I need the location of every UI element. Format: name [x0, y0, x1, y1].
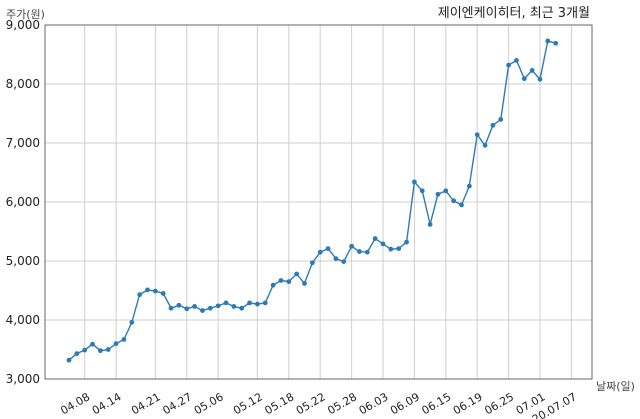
- y-tick-label: 4,000: [6, 313, 40, 327]
- data-point: [506, 62, 511, 68]
- x-tick-label: 04.27: [160, 390, 194, 417]
- price-points: [66, 38, 559, 363]
- data-point: [474, 132, 480, 138]
- x-tick-label: 05.18: [263, 390, 297, 417]
- chart-title: 제이엔케이히터, 최근 3개월: [438, 6, 590, 21]
- data-point: [66, 357, 72, 363]
- data-point: [529, 68, 535, 73]
- data-point: [309, 260, 315, 266]
- data-point: [459, 202, 464, 208]
- x-tick-label: 04.14: [90, 390, 124, 417]
- x-tick-label: 05.06: [192, 390, 226, 417]
- x-tick-label: 04.21: [129, 390, 163, 417]
- y-tick-label: 6,000: [6, 195, 40, 209]
- data-point: [286, 279, 292, 285]
- data-point: [207, 305, 213, 311]
- data-point: [482, 142, 488, 148]
- data-point: [200, 308, 205, 313]
- y-tick-label: 5,000: [6, 254, 40, 268]
- price-line: [68, 40, 556, 361]
- data-point: [255, 301, 260, 307]
- data-point: [333, 256, 339, 262]
- data-point: [341, 259, 347, 264]
- x-tick-label: 05.28: [325, 390, 359, 417]
- data-point: [294, 271, 300, 277]
- data-point: [168, 305, 174, 311]
- data-point: [427, 222, 433, 227]
- data-point: [215, 303, 221, 309]
- data-point: [129, 319, 135, 325]
- grid: [45, 24, 592, 380]
- x-tick-label: 05.12: [231, 390, 265, 417]
- y-tick-label: 7,000: [6, 136, 40, 150]
- data-point: [223, 300, 229, 306]
- x-tick-label: 06.15: [420, 390, 454, 417]
- data-point: [82, 347, 88, 353]
- data-point: [357, 249, 362, 254]
- data-point: [498, 117, 504, 122]
- data-point: [451, 198, 457, 204]
- data-point: [231, 304, 237, 309]
- x-tick-label: 06.03: [357, 390, 391, 417]
- data-point: [184, 306, 190, 312]
- y-axis-label: 주가(원): [6, 8, 45, 21]
- x-tick-label: 04.08: [58, 390, 92, 417]
- data-point: [553, 40, 559, 46]
- y-tick-label: 8,000: [6, 77, 40, 91]
- y-axis-ticks: 3,000 4,000 5,000 6,000 7,000 8,000 9,000: [6, 18, 40, 386]
- data-point: [278, 278, 284, 283]
- data-point: [121, 337, 127, 342]
- data-point: [537, 76, 543, 82]
- data-point: [388, 246, 394, 252]
- data-point: [302, 281, 307, 286]
- data-point: [514, 58, 519, 63]
- data-point: [160, 291, 166, 296]
- data-point: [105, 347, 111, 352]
- data-point: [74, 351, 80, 357]
- data-point: [545, 38, 551, 44]
- data-point: [396, 246, 402, 252]
- x-axis-label: 날짜(일): [596, 379, 635, 393]
- data-point: [412, 179, 417, 185]
- x-tick-label: 06.25: [482, 390, 516, 417]
- data-point: [192, 304, 198, 309]
- data-point: [372, 236, 378, 241]
- data-point: [145, 287, 150, 293]
- data-point: [404, 239, 409, 245]
- data-point: [435, 191, 441, 197]
- x-tick-label: 06.09: [388, 390, 422, 417]
- data-point: [113, 341, 119, 346]
- plot-frame: [44, 24, 593, 380]
- data-point: [490, 122, 496, 128]
- data-point: [443, 188, 449, 194]
- data-point: [380, 241, 386, 247]
- data-point: [521, 76, 527, 82]
- data-point: [466, 183, 472, 189]
- y-tick-label: 9,000: [6, 18, 40, 32]
- data-point: [239, 305, 245, 311]
- y-tick-label: 3,000: [6, 372, 40, 386]
- x-tick-label: 06.19: [451, 390, 485, 417]
- data-point: [98, 348, 103, 354]
- data-point: [90, 341, 95, 347]
- data-point: [270, 282, 276, 288]
- data-point: [317, 249, 323, 255]
- data-point: [325, 246, 331, 252]
- data-point: [419, 188, 425, 194]
- data-point: [176, 302, 182, 308]
- x-tick-label: 05.22: [294, 390, 328, 417]
- data-point: [137, 292, 143, 298]
- data-point: [247, 300, 252, 306]
- data-point: [364, 249, 370, 255]
- data-point: [152, 288, 158, 294]
- data-point: [349, 243, 354, 249]
- data-point: [262, 300, 268, 306]
